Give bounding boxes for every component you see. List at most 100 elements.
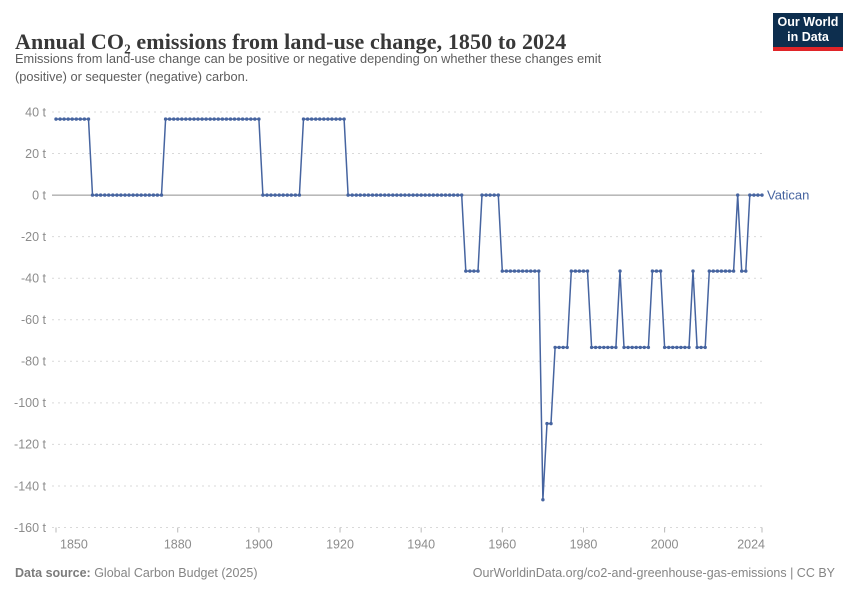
data-point (435, 193, 440, 197)
data-point (107, 193, 111, 197)
x-tick-label: 1850 (60, 538, 88, 552)
data-point (139, 193, 143, 197)
data-point (167, 117, 172, 121)
data-point (561, 345, 565, 350)
data-point (159, 193, 164, 197)
data-point (151, 193, 156, 197)
series-vatican[interactable] (54, 117, 764, 502)
data-point (249, 117, 253, 121)
data-point (439, 193, 444, 197)
chart-footer: Data source: Global Carbon Budget (2025)… (15, 566, 835, 588)
data-point (419, 193, 423, 197)
y-tick-label: 40 t (25, 105, 46, 119)
x-tick-label: 2000 (651, 538, 679, 552)
y-tick-label: -120 t (14, 438, 46, 452)
data-point (184, 117, 188, 121)
data-point (82, 117, 87, 121)
data-point (204, 117, 208, 121)
data-point (500, 269, 504, 273)
data-point (512, 269, 517, 273)
data-point (638, 345, 642, 350)
data-point (545, 421, 549, 426)
data-point (86, 117, 91, 121)
data-point (626, 345, 630, 350)
data-point (228, 117, 233, 121)
chart-canvas[interactable]: 40 t 20 t 0 t -20 t -40 t -60 t -80 t -100 t -12… (0, 100, 850, 560)
data-line (56, 118, 762, 501)
data-point (212, 117, 216, 121)
data-point (62, 117, 66, 121)
data-point (257, 117, 261, 121)
x-axis-ticks (55, 527, 763, 533)
data-point (192, 117, 196, 121)
data-point (614, 345, 618, 350)
data-point (711, 269, 715, 273)
data-point (496, 193, 500, 197)
data-point (662, 345, 667, 350)
data-point (66, 117, 70, 121)
data-point (232, 117, 237, 121)
data-point (362, 193, 367, 197)
data-point (715, 269, 720, 273)
data-point (301, 117, 306, 121)
data-point (658, 269, 663, 273)
data-point (423, 193, 427, 197)
data-point (224, 117, 229, 121)
data-point (553, 345, 557, 350)
data-point (297, 193, 302, 197)
x-tick-label: 1940 (407, 538, 435, 552)
data-point (338, 117, 342, 121)
owid-logo[interactable]: Our World in Data (773, 13, 843, 51)
data-source-label: Data source: (15, 566, 91, 580)
data-point (557, 345, 561, 350)
attribution-link[interactable]: OurWorldinData.org/co2-and-greenhouse-ga… (472, 566, 835, 580)
entity-label[interactable]: Vatican (767, 188, 809, 203)
data-point (602, 345, 606, 350)
data-point (691, 269, 695, 273)
data-point (756, 193, 760, 197)
data-point (573, 269, 578, 273)
data-point (155, 193, 160, 197)
data-point (504, 269, 509, 273)
data-point (460, 193, 464, 197)
data-point (577, 269, 582, 273)
data-point (488, 193, 492, 197)
data-point (163, 117, 168, 121)
y-axis-labels: 40 t 20 t 0 t -20 t -40 t -60 t -80 t -100 t -12… (14, 105, 47, 534)
data-point (403, 193, 407, 197)
data-point (533, 269, 537, 273)
data-point (667, 345, 671, 350)
data-point (610, 345, 614, 350)
data-point (293, 193, 298, 197)
data-point (431, 193, 435, 197)
chart-title: Annual CO₂ emissions from land-use chang… (15, 28, 567, 54)
data-point (516, 269, 521, 273)
data-point (269, 193, 273, 197)
data-point (464, 269, 468, 273)
data-point (346, 193, 350, 197)
data-point (90, 193, 95, 197)
y-gridlines (52, 111, 765, 528)
data-point (699, 345, 703, 350)
data-point (736, 193, 740, 197)
x-tick-label: 1980 (570, 538, 598, 552)
y-tick-label: -100 t (14, 396, 46, 410)
data-source-value: Global Carbon Budget (2025) (90, 566, 258, 580)
data-point (581, 269, 586, 273)
data-point (314, 117, 318, 121)
data-point (358, 193, 362, 197)
data-point (760, 193, 764, 197)
data-point (103, 193, 107, 197)
data-point (472, 269, 476, 273)
data-point (671, 345, 675, 350)
data-point (537, 269, 541, 273)
data-point (480, 193, 484, 197)
x-tick-label: 1960 (488, 538, 516, 552)
y-tick-label: -80 t (21, 355, 47, 369)
data-point (111, 193, 115, 197)
data-point (58, 117, 62, 121)
data-point (326, 117, 330, 121)
data-point (330, 117, 334, 121)
data-source-note: Data source: Global Carbon Budget (2025) (15, 566, 258, 580)
data-point (411, 193, 415, 197)
